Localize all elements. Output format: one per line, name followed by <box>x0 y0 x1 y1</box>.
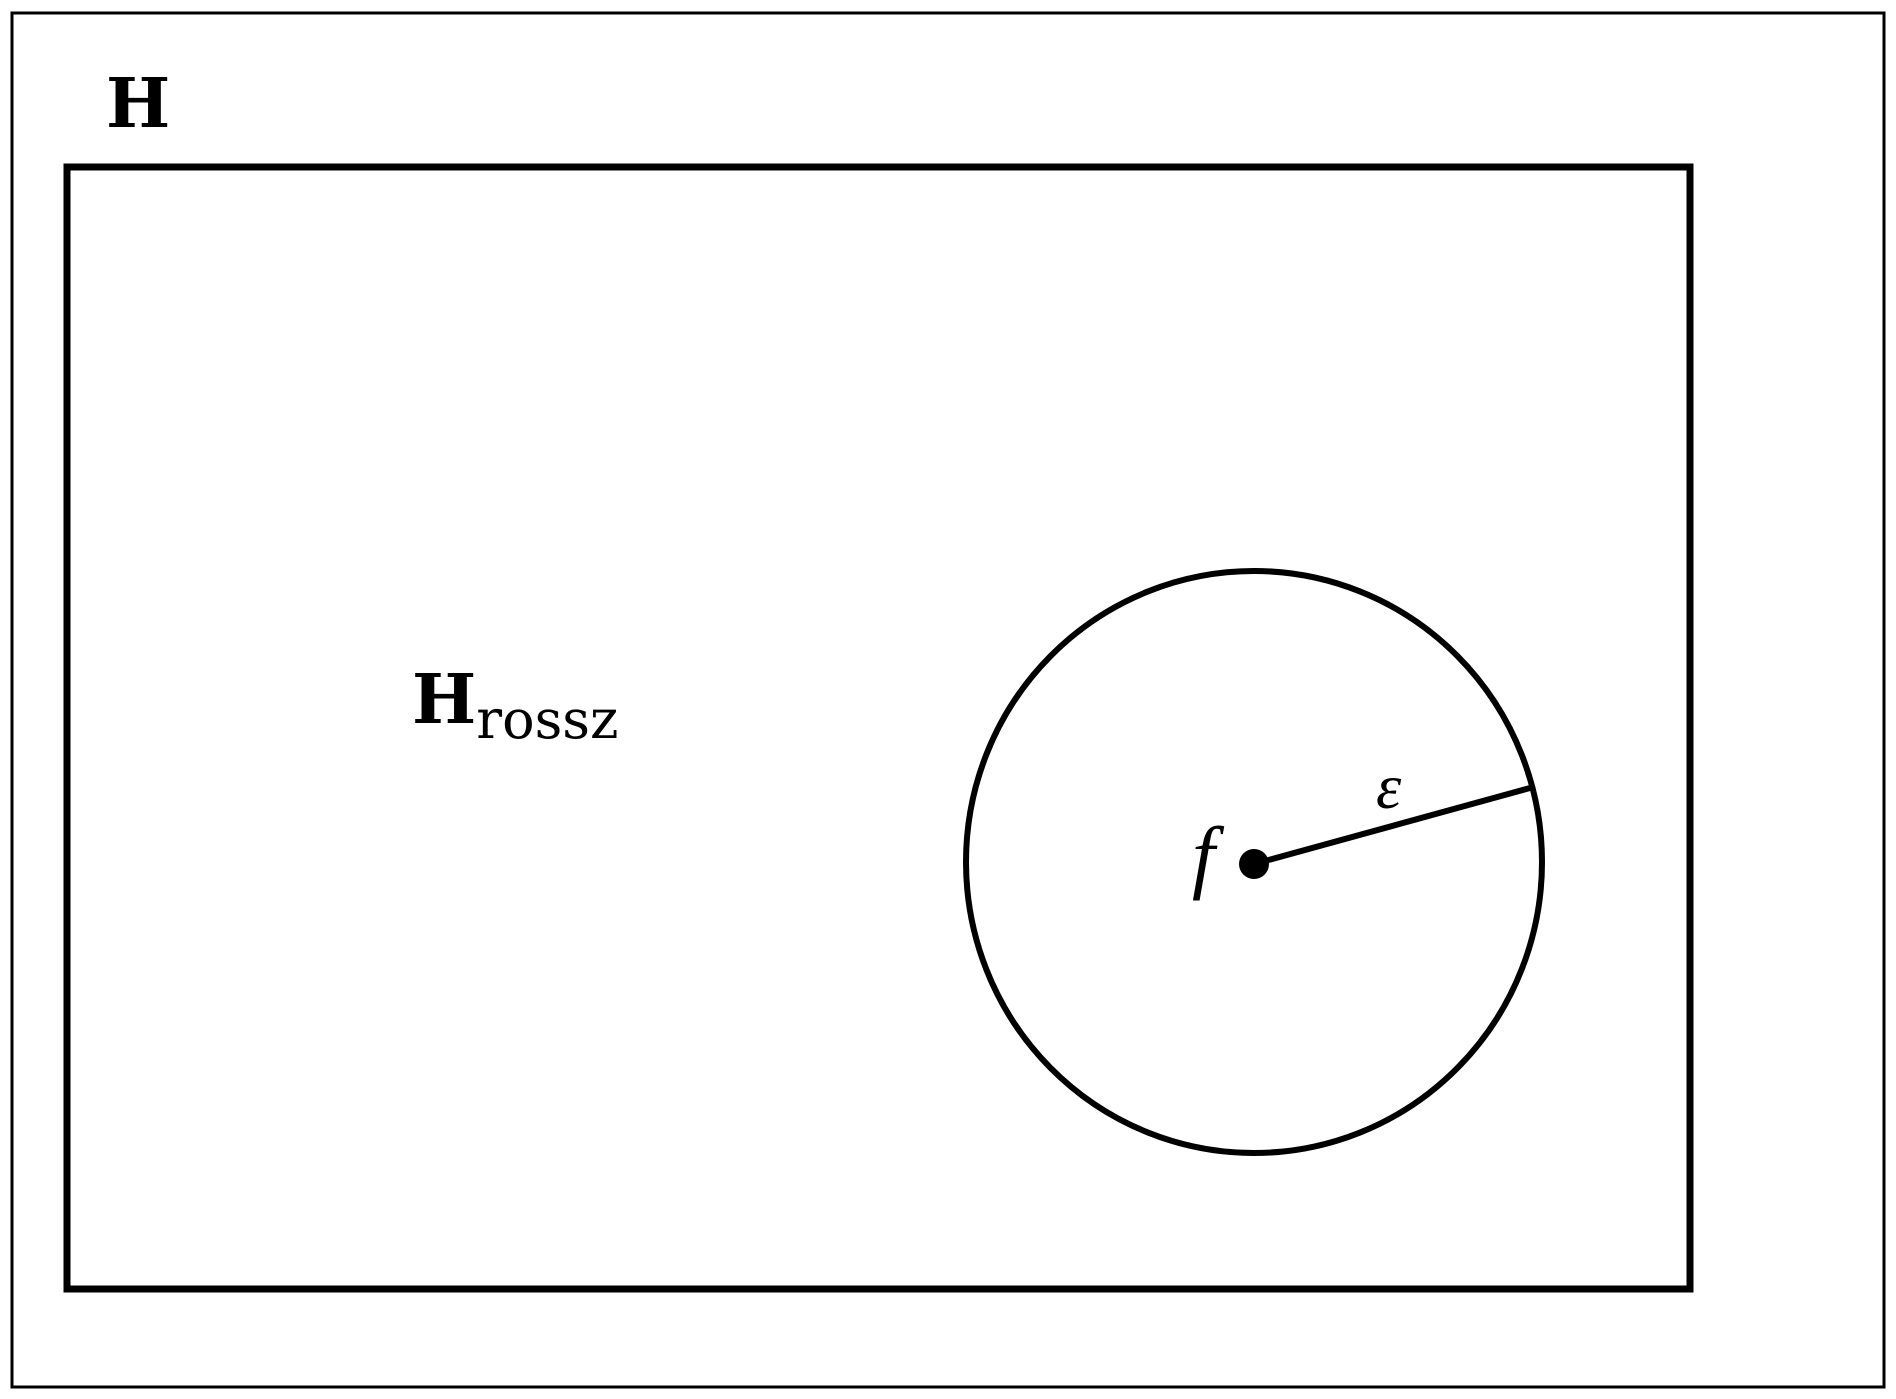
inner-set-label: Hrossz <box>412 660 618 751</box>
inner-set-label-main: H <box>412 660 476 740</box>
inner-set-label-subscript: rossz <box>476 688 618 751</box>
radius-label: ε <box>1376 751 1402 822</box>
center-point <box>1239 849 1269 879</box>
point-label: f <box>1192 810 1225 901</box>
outer-set-boundary <box>10 11 1886 1389</box>
epsilon-ball <box>963 568 1545 1156</box>
inner-set-boundary <box>63 163 1694 1293</box>
outer-set-label: H <box>106 64 170 144</box>
radius-line <box>1253 785 1531 867</box>
